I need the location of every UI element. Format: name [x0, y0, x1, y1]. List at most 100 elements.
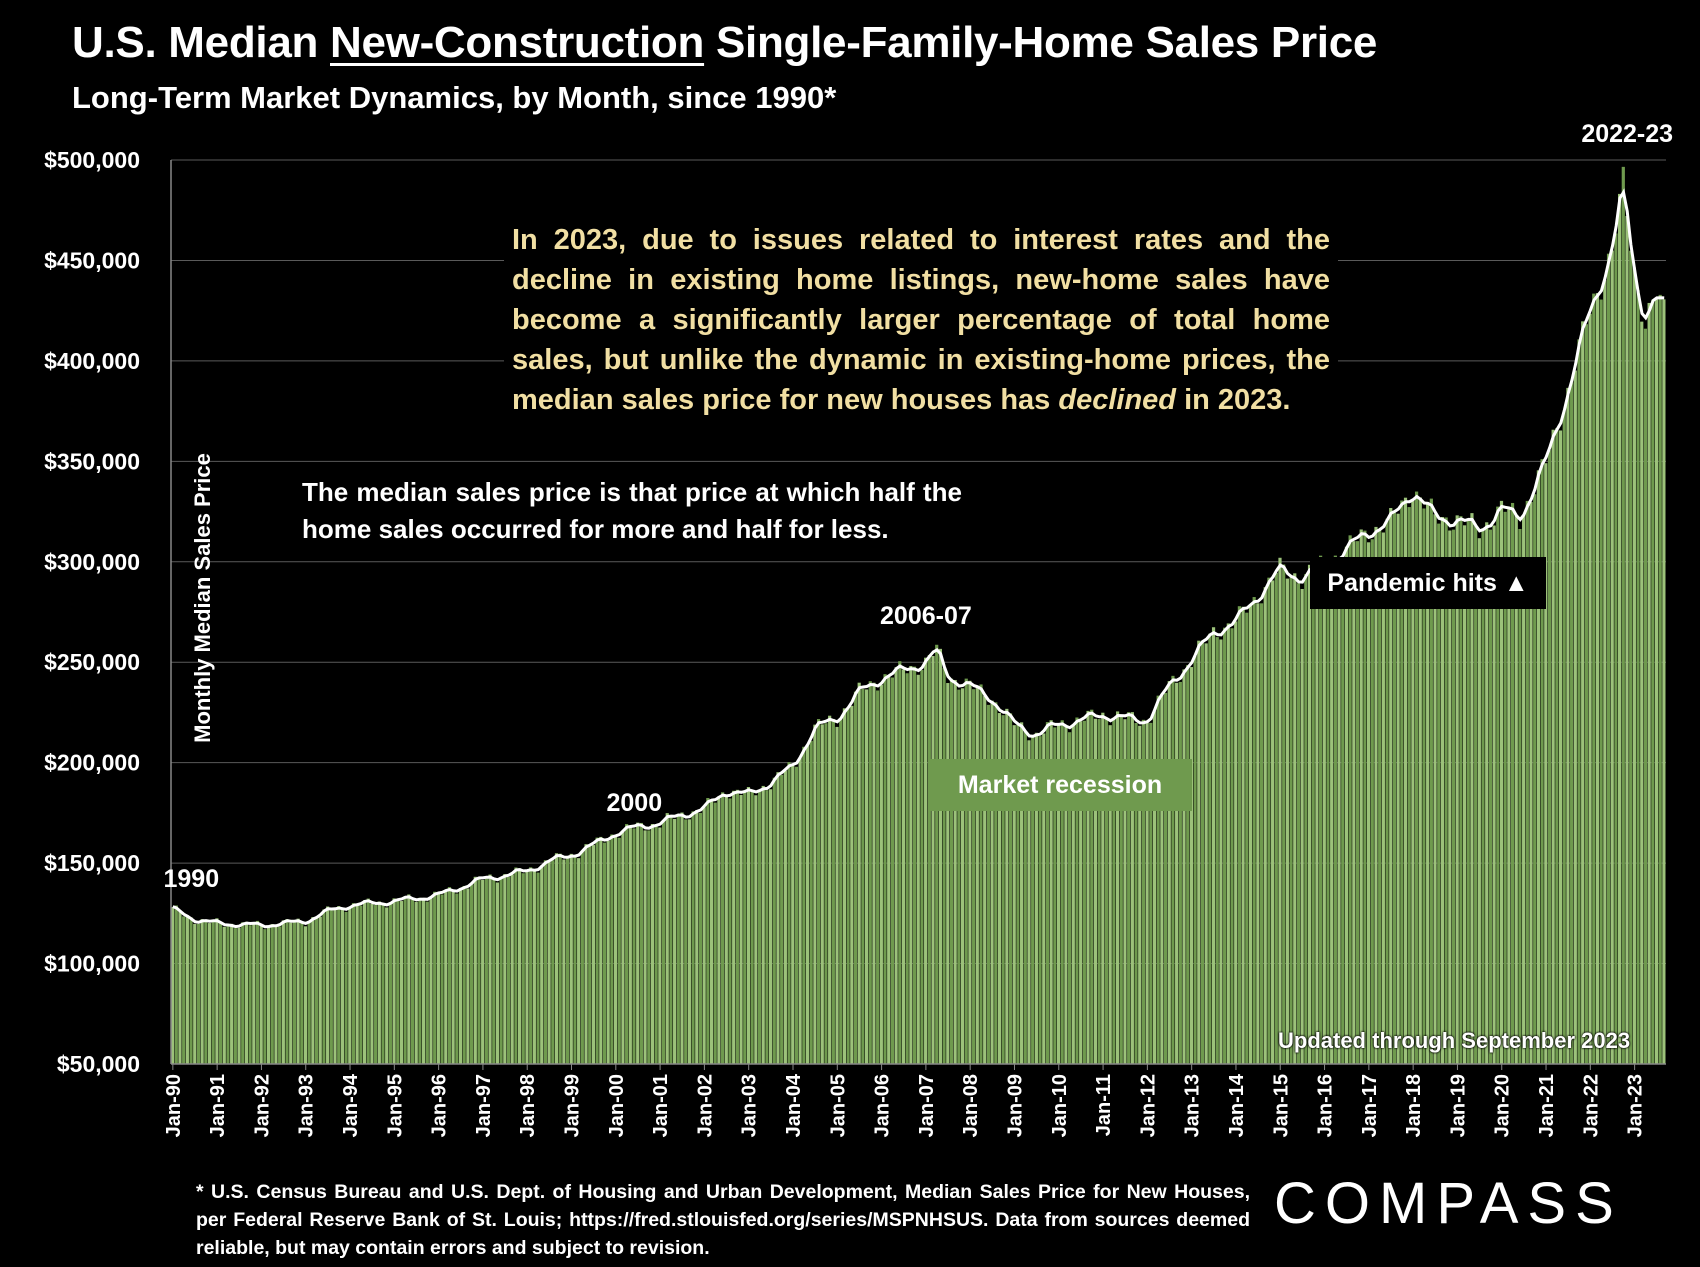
price-bar: [805, 745, 810, 1064]
price-bar: [757, 790, 762, 1064]
price-bar: [809, 740, 813, 1064]
x-tick-label: Jan-20: [1492, 1074, 1514, 1137]
price-bar: [1341, 561, 1345, 1064]
price-bar: [362, 900, 367, 1064]
price-bar: [780, 774, 784, 1064]
price-bar: [1359, 529, 1363, 1064]
price-bar: [429, 898, 433, 1064]
price-bar: [521, 873, 525, 1064]
price-bar: [717, 796, 721, 1064]
x-tick-label: Jan-09: [1005, 1074, 1027, 1137]
price-bar: [706, 798, 710, 1064]
price-bar: [1108, 725, 1112, 1064]
price-bar: [1186, 665, 1190, 1064]
price-bar: [1267, 577, 1271, 1064]
price-bar: [1285, 578, 1289, 1064]
price-bar: [676, 813, 680, 1064]
price-bar: [1429, 498, 1433, 1065]
annotation-label: 1990: [163, 865, 219, 893]
price-bar: [1385, 518, 1389, 1064]
price-bar: [1496, 506, 1500, 1065]
price-bar: [1112, 718, 1116, 1064]
x-tick-label: Jan-98: [517, 1074, 539, 1137]
price-bar: [1507, 509, 1511, 1064]
price-bar: [536, 872, 540, 1064]
price-bar: [599, 836, 603, 1064]
price-bar: [477, 876, 481, 1064]
price-bar: [1234, 621, 1238, 1064]
price-bar: [252, 923, 256, 1064]
price-bar: [263, 929, 267, 1064]
price-bar: [492, 879, 496, 1064]
price-bar: [348, 907, 352, 1064]
price-bar: [1101, 712, 1105, 1064]
price-bar: [1525, 500, 1529, 1064]
price-bar: [1433, 514, 1437, 1064]
price-bar: [573, 856, 577, 1064]
price-bar: [1208, 633, 1212, 1064]
price-bar: [1618, 193, 1622, 1064]
price-bar: [558, 853, 562, 1064]
price-bar: [1071, 724, 1075, 1064]
price-bar: [171, 907, 175, 1064]
price-bar: [883, 674, 887, 1064]
price-bar: [1023, 731, 1027, 1064]
price-bar: [1503, 511, 1507, 1064]
price-bar: [1330, 565, 1334, 1064]
price-bar: [470, 884, 474, 1064]
price-bar: [912, 666, 917, 1064]
price-bar: [473, 876, 477, 1064]
price-bar: [204, 919, 208, 1064]
price-bar: [569, 853, 573, 1064]
price-bar: [669, 816, 673, 1064]
annotation-label: 2022-23: [1581, 120, 1673, 148]
price-bar: [813, 724, 817, 1064]
x-tick-label: Jan-03: [739, 1074, 761, 1137]
price-bar: [207, 923, 212, 1064]
x-tick-label: Jan-93: [296, 1074, 318, 1137]
price-bar: [230, 923, 234, 1064]
price-bar: [709, 799, 714, 1064]
price-bar: [898, 661, 902, 1064]
price-bar: [407, 894, 411, 1064]
x-tick-label: Jan-04: [783, 1073, 805, 1137]
price-bar: [1529, 502, 1533, 1065]
price-bar: [462, 885, 466, 1064]
price-bar: [1477, 538, 1481, 1064]
price-bar: [1200, 640, 1205, 1064]
price-bar: [1462, 525, 1467, 1064]
price-bar: [861, 688, 865, 1064]
price-bar: [1610, 250, 1614, 1065]
trend-line: [172, 188, 1665, 929]
price-bar: [1514, 515, 1518, 1064]
price-bar: [887, 675, 891, 1064]
price-bar: [1307, 564, 1312, 1064]
price-bar: [702, 807, 706, 1064]
price-bar: [1053, 727, 1057, 1064]
price-bar: [628, 827, 632, 1064]
price-bar: [458, 887, 463, 1064]
price-bar: [625, 824, 629, 1064]
price-bar: [1311, 570, 1315, 1064]
price-bar: [1370, 539, 1374, 1064]
price-bar: [1319, 555, 1323, 1064]
price-bar: [983, 695, 987, 1064]
price-bar: [1448, 530, 1452, 1064]
price-bar: [1544, 463, 1548, 1064]
price-bar: [1027, 740, 1031, 1064]
price-bar: [1658, 294, 1662, 1064]
x-tick-label: Jan-16: [1315, 1074, 1337, 1137]
annotation-label: 2006-07: [880, 602, 972, 630]
price-bar: [1488, 529, 1493, 1064]
y-tick-label: $450,000: [44, 247, 140, 273]
annotation-label: 2000: [606, 789, 662, 817]
price-bar: [554, 853, 559, 1064]
price-bar: [1008, 713, 1013, 1064]
price-bar: [1163, 692, 1168, 1064]
price-bar: [946, 683, 950, 1064]
price-bar: [1426, 502, 1430, 1064]
price-bar: [743, 792, 747, 1064]
price-bar: [1547, 450, 1552, 1064]
price-bar: [1064, 726, 1068, 1064]
price-bar: [1156, 695, 1160, 1064]
